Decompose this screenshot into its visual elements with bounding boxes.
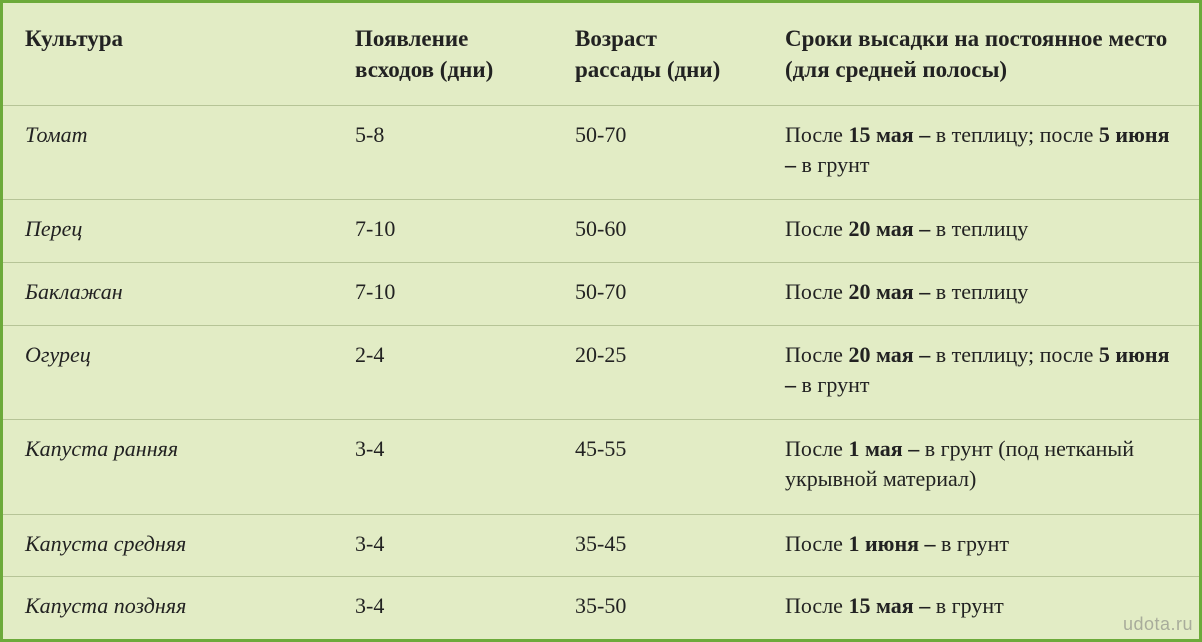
cell-culture: Томат xyxy=(3,106,333,200)
header-germination: Появление всходов (дни) xyxy=(333,3,553,106)
header-age: Возраст рассады (дни) xyxy=(553,3,763,106)
table-row: Перец7-1050-60После 20 мая – в теплицу xyxy=(3,200,1199,263)
cell-planting: После 20 мая – в теплицу; после 5 июня –… xyxy=(763,325,1199,419)
cell-germination: 3-4 xyxy=(333,420,553,514)
table-row: Огурец2-420-25После 20 мая – в теплицу; … xyxy=(3,325,1199,419)
cell-planting: После 20 мая – в теплицу xyxy=(763,263,1199,326)
table-row: Томат5-850-70После 15 мая – в теплицу; п… xyxy=(3,106,1199,200)
header-planting: Сроки высадки на постоянное место (для с… xyxy=(763,3,1199,106)
cell-germination: 3-4 xyxy=(333,577,553,639)
cell-culture: Огурец xyxy=(3,325,333,419)
cell-age: 50-60 xyxy=(553,200,763,263)
cell-culture: Перец xyxy=(3,200,333,263)
cell-culture: Капуста поздняя xyxy=(3,577,333,639)
cell-planting: После 20 мая – в теплицу xyxy=(763,200,1199,263)
cell-germination: 7-10 xyxy=(333,263,553,326)
cell-germination: 5-8 xyxy=(333,106,553,200)
table-row: Баклажан7-1050-70После 20 мая – в теплиц… xyxy=(3,263,1199,326)
cell-planting: После 1 июня – в грунт xyxy=(763,514,1199,577)
header-row: Культура Появление всходов (дни) Возраст… xyxy=(3,3,1199,106)
table-row: Капуста поздняя3-435-50После 15 мая – в … xyxy=(3,577,1199,639)
cell-age: 35-50 xyxy=(553,577,763,639)
cell-germination: 3-4 xyxy=(333,514,553,577)
cell-age: 20-25 xyxy=(553,325,763,419)
cell-age: 35-45 xyxy=(553,514,763,577)
cell-age: 50-70 xyxy=(553,263,763,326)
cell-planting: После 15 мая – в теплицу; после 5 июня –… xyxy=(763,106,1199,200)
cell-planting: После 15 мая – в грунт xyxy=(763,577,1199,639)
table-row: Капуста средняя3-435-45После 1 июня – в … xyxy=(3,514,1199,577)
seedling-table: Культура Появление всходов (дни) Возраст… xyxy=(3,3,1199,639)
cell-culture: Баклажан xyxy=(3,263,333,326)
header-culture: Культура xyxy=(3,3,333,106)
table-container: Культура Появление всходов (дни) Возраст… xyxy=(0,0,1202,642)
cell-germination: 2-4 xyxy=(333,325,553,419)
cell-age: 45-55 xyxy=(553,420,763,514)
table-row: Капуста ранняя3-445-55После 1 мая – в гр… xyxy=(3,420,1199,514)
cell-culture: Капуста ранняя xyxy=(3,420,333,514)
table-body: Томат5-850-70После 15 мая – в теплицу; п… xyxy=(3,106,1199,639)
cell-age: 50-70 xyxy=(553,106,763,200)
cell-germination: 7-10 xyxy=(333,200,553,263)
cell-planting: После 1 мая – в грунт (под нетканый укры… xyxy=(763,420,1199,514)
cell-culture: Капуста средняя xyxy=(3,514,333,577)
